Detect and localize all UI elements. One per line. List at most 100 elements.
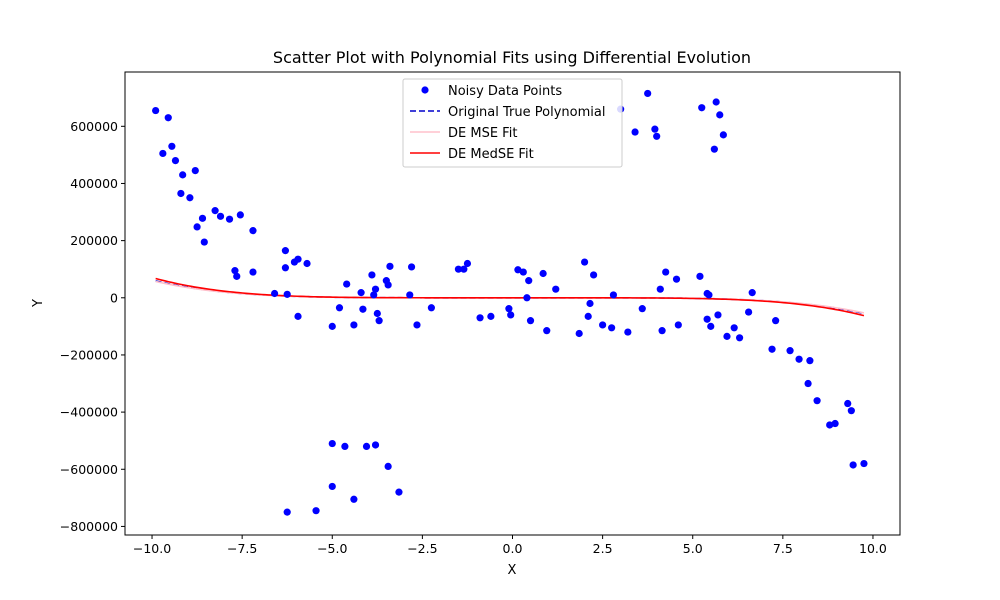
y-tick-label: −600000 (60, 462, 118, 477)
data-point (463, 259, 472, 268)
data-point (714, 311, 722, 319)
data-point (371, 441, 380, 449)
data-point (505, 305, 513, 313)
data-point (772, 317, 780, 325)
y-tick-label: −800000 (60, 519, 118, 534)
data-point (826, 421, 834, 429)
data-point (662, 268, 670, 276)
scatter-points (152, 89, 868, 516)
data-point (270, 289, 279, 298)
data-point (745, 308, 753, 316)
data-point (283, 508, 291, 516)
data-point (849, 461, 857, 469)
data-point (373, 309, 381, 318)
data-point (539, 269, 547, 278)
data-point (476, 314, 484, 322)
y-tick-label: −400000 (60, 405, 118, 420)
data-point (575, 329, 583, 338)
data-point (723, 332, 731, 340)
legend-box (402, 78, 623, 168)
data-point (609, 291, 618, 299)
data-point (216, 212, 225, 220)
data-point (716, 111, 724, 119)
data-point (177, 189, 185, 198)
y-tick-label: 0 (110, 290, 118, 305)
data-point (768, 345, 776, 353)
data-point (231, 267, 239, 275)
x-tick-label: 0.0 (503, 541, 523, 556)
data-point (712, 98, 720, 106)
data-point (710, 145, 718, 153)
data-point (525, 277, 533, 285)
data-point (813, 397, 821, 405)
data-point (368, 271, 376, 279)
x-tick-label: 10.0 (859, 541, 887, 556)
data-point (350, 321, 358, 329)
data-point (249, 268, 257, 276)
data-point (844, 399, 852, 408)
legend-label-de-mse-fit: DE MSE Fit (448, 126, 517, 141)
data-point (644, 89, 652, 98)
data-point (748, 289, 756, 297)
y-tick-label: 400000 (70, 176, 118, 191)
data-point (735, 334, 744, 342)
x-tick-label: −2.5 (407, 541, 437, 556)
data-point (335, 304, 344, 312)
data-point (198, 214, 207, 222)
data-point (672, 275, 681, 283)
data-point (608, 324, 616, 332)
data-point (454, 265, 463, 273)
data-point (164, 114, 172, 122)
data-point (281, 247, 290, 255)
data-point (806, 357, 814, 365)
data-point (599, 321, 607, 329)
data-point (624, 328, 632, 336)
data-point (507, 311, 515, 319)
data-point (406, 291, 414, 299)
chart-title: Scatter Plot with Polynomial Fits using … (273, 48, 751, 67)
data-point (328, 482, 336, 491)
data-point (804, 379, 812, 388)
data-point (343, 280, 351, 288)
data-point (631, 128, 639, 136)
data-point (698, 104, 706, 112)
legend-marker-noisy-data-points (421, 86, 429, 94)
data-point (211, 207, 219, 215)
legend-label-original-true-polynomial: Original True Polynomial (448, 105, 605, 120)
x-axis-label: X (508, 563, 517, 578)
data-point (350, 495, 358, 503)
data-point (653, 132, 661, 140)
data-point (543, 327, 551, 335)
data-point (186, 194, 194, 202)
data-point (526, 317, 535, 325)
data-point (386, 262, 394, 270)
data-point (303, 259, 311, 268)
data-point (191, 167, 199, 175)
data-point (384, 462, 392, 471)
data-point (658, 327, 666, 335)
data-point (786, 347, 794, 355)
x-tick-label: 5.0 (683, 541, 703, 556)
data-point (395, 488, 403, 496)
data-point (171, 156, 180, 165)
data-point (312, 507, 320, 515)
data-point (233, 272, 241, 280)
data-point (487, 312, 495, 320)
data-point (193, 223, 201, 231)
data-point (328, 439, 336, 448)
data-point (152, 106, 160, 115)
data-point (375, 317, 383, 325)
data-point (696, 272, 704, 280)
data-point (413, 321, 421, 329)
data-point (362, 442, 371, 451)
x-tick-label: −7.5 (227, 541, 257, 556)
data-point (586, 299, 594, 308)
y-axis-label: Y (31, 299, 46, 308)
data-point (730, 324, 738, 332)
data-point (225, 215, 234, 223)
data-point (703, 315, 711, 323)
data-point (159, 149, 167, 158)
data-point (357, 289, 365, 297)
x-tick-label: −5.0 (317, 541, 347, 556)
data-point (407, 263, 416, 271)
